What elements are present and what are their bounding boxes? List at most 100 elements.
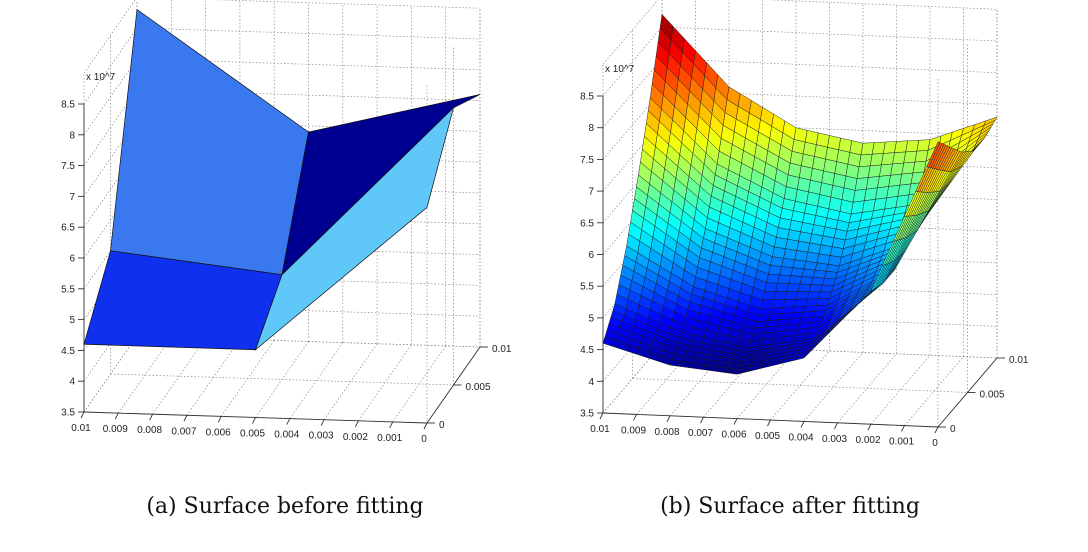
- grid-line: [289, 342, 344, 419]
- surface-face: [775, 282, 790, 292]
- x-tick-label: 0.01: [71, 423, 91, 434]
- y-tick-label: 0.01: [1009, 355, 1029, 366]
- surface-face: [827, 255, 842, 267]
- x-tick-label: 0.006: [206, 427, 231, 438]
- x-tick-label: 0: [421, 434, 427, 445]
- x-tick-label: 0.01: [590, 424, 610, 435]
- surface-face: [790, 267, 805, 277]
- surface-face: [774, 237, 788, 249]
- grid-line: [602, 121, 663, 192]
- x-tick: [633, 414, 637, 421]
- x-tick-label: 0.007: [688, 428, 713, 439]
- z-tick-label: 3.5: [61, 408, 75, 419]
- surface-plot-after-fitting: 3.5 4 4.5 5 5.5 6 6.5 7 7.5 8 8.5 0.01 0.009 0.008 0.0…: [580, 0, 1029, 449]
- surface-face: [777, 274, 792, 284]
- z-tick-label: 4.5: [61, 346, 75, 357]
- surface-face: [797, 283, 812, 292]
- z-tick-label: 6.5: [61, 223, 75, 234]
- grid-line: [358, 344, 412, 422]
- z-tick-label: 5: [588, 313, 594, 324]
- z-tick-label: 7: [588, 187, 594, 198]
- surface-face: [781, 258, 796, 268]
- x-tick: [389, 421, 394, 429]
- grid-line: [602, 26, 663, 97]
- z-tick-label: 8.5: [61, 100, 75, 111]
- surface-face: [825, 264, 840, 273]
- z-tick-label: 8: [588, 123, 594, 134]
- grid-line: [703, 347, 763, 418]
- x-tick: [354, 420, 359, 428]
- surface-face: [784, 291, 799, 300]
- grid-line: [837, 353, 897, 424]
- z-tick-label: 5.5: [580, 282, 594, 293]
- z-tick-label: 4: [69, 377, 75, 388]
- x-tick: [183, 415, 188, 422]
- x-tick: [252, 417, 256, 424]
- x-tick: [901, 425, 905, 432]
- z-tick-label: 7.5: [580, 155, 594, 166]
- x-tick: [666, 415, 671, 423]
- x-tick: [700, 416, 704, 424]
- surface-face: [810, 277, 825, 286]
- z-tick-label: 4.5: [580, 345, 594, 356]
- y-tick-label: 0.005: [466, 382, 491, 393]
- surface-face: [803, 261, 818, 271]
- surface-face: [788, 275, 803, 285]
- z-tick-label: 7: [69, 192, 75, 203]
- x-tick: [800, 421, 805, 428]
- y-tick-label: 0.01: [492, 344, 512, 355]
- surface-face: [808, 284, 823, 293]
- x-tick: [767, 419, 771, 427]
- z-tick-label: 4: [588, 377, 594, 388]
- y-tick-label: 0: [950, 424, 956, 435]
- grid-line: [736, 349, 797, 419]
- grid-line: [602, 216, 663, 287]
- surface-face: [762, 291, 776, 301]
- x-tick: [733, 418, 738, 425]
- z-tick-label: 8: [69, 130, 75, 141]
- grid-line: [83, 0, 136, 74]
- exponent-label: x 10^7: [605, 64, 635, 75]
- grid-line: [602, 153, 663, 224]
- surface-face: [770, 256, 784, 267]
- grid-line: [110, 373, 454, 386]
- x-tick-label: 0.003: [309, 431, 334, 442]
- surface-face: [796, 240, 811, 253]
- surface-face: [807, 242, 822, 255]
- surface-face: [779, 266, 794, 276]
- grid-line: [136, 27, 481, 40]
- surface-face: [786, 283, 801, 292]
- x-tick: [320, 419, 325, 426]
- grid-line: [602, 58, 663, 128]
- surface-face: [822, 277, 836, 286]
- x-tick: [423, 422, 428, 430]
- surface-face: [806, 291, 821, 300]
- grid-line: [152, 337, 206, 415]
- y-tick-label: 0: [439, 420, 445, 431]
- surface-face: [799, 276, 814, 285]
- surface-face: [772, 246, 786, 259]
- x-tick: [286, 418, 291, 425]
- x-tick: [80, 411, 85, 419]
- x-tick-label: 0.009: [103, 424, 128, 435]
- grid-line: [213, 0, 481, 9]
- x-tick-label: 0.008: [654, 427, 679, 438]
- x-tick-label: 0.001: [377, 433, 402, 444]
- surface-face: [764, 282, 778, 292]
- surface-face: [824, 270, 838, 280]
- grid-line: [323, 343, 378, 420]
- z-tick-label: 5: [69, 315, 75, 326]
- grid-line: [602, 90, 663, 160]
- surface-plot-before-fitting: 3.5 4 4.5 5 5.5 6 6.5 7 7.5 8 8.5 0.01 0.009 0.008 0.0…: [61, 0, 512, 445]
- grid-line: [770, 350, 830, 421]
- x-tick: [217, 416, 222, 423]
- x-tick-label: 0.002: [343, 432, 368, 443]
- surface-face: [820, 284, 834, 293]
- grid-line: [118, 336, 172, 414]
- z-tick-label: 3.5: [580, 409, 594, 420]
- z-tick-label: 8.5: [580, 92, 594, 103]
- surface-face: [766, 273, 780, 284]
- z-tick-label: 6.5: [580, 218, 594, 229]
- surface-face: [801, 268, 816, 278]
